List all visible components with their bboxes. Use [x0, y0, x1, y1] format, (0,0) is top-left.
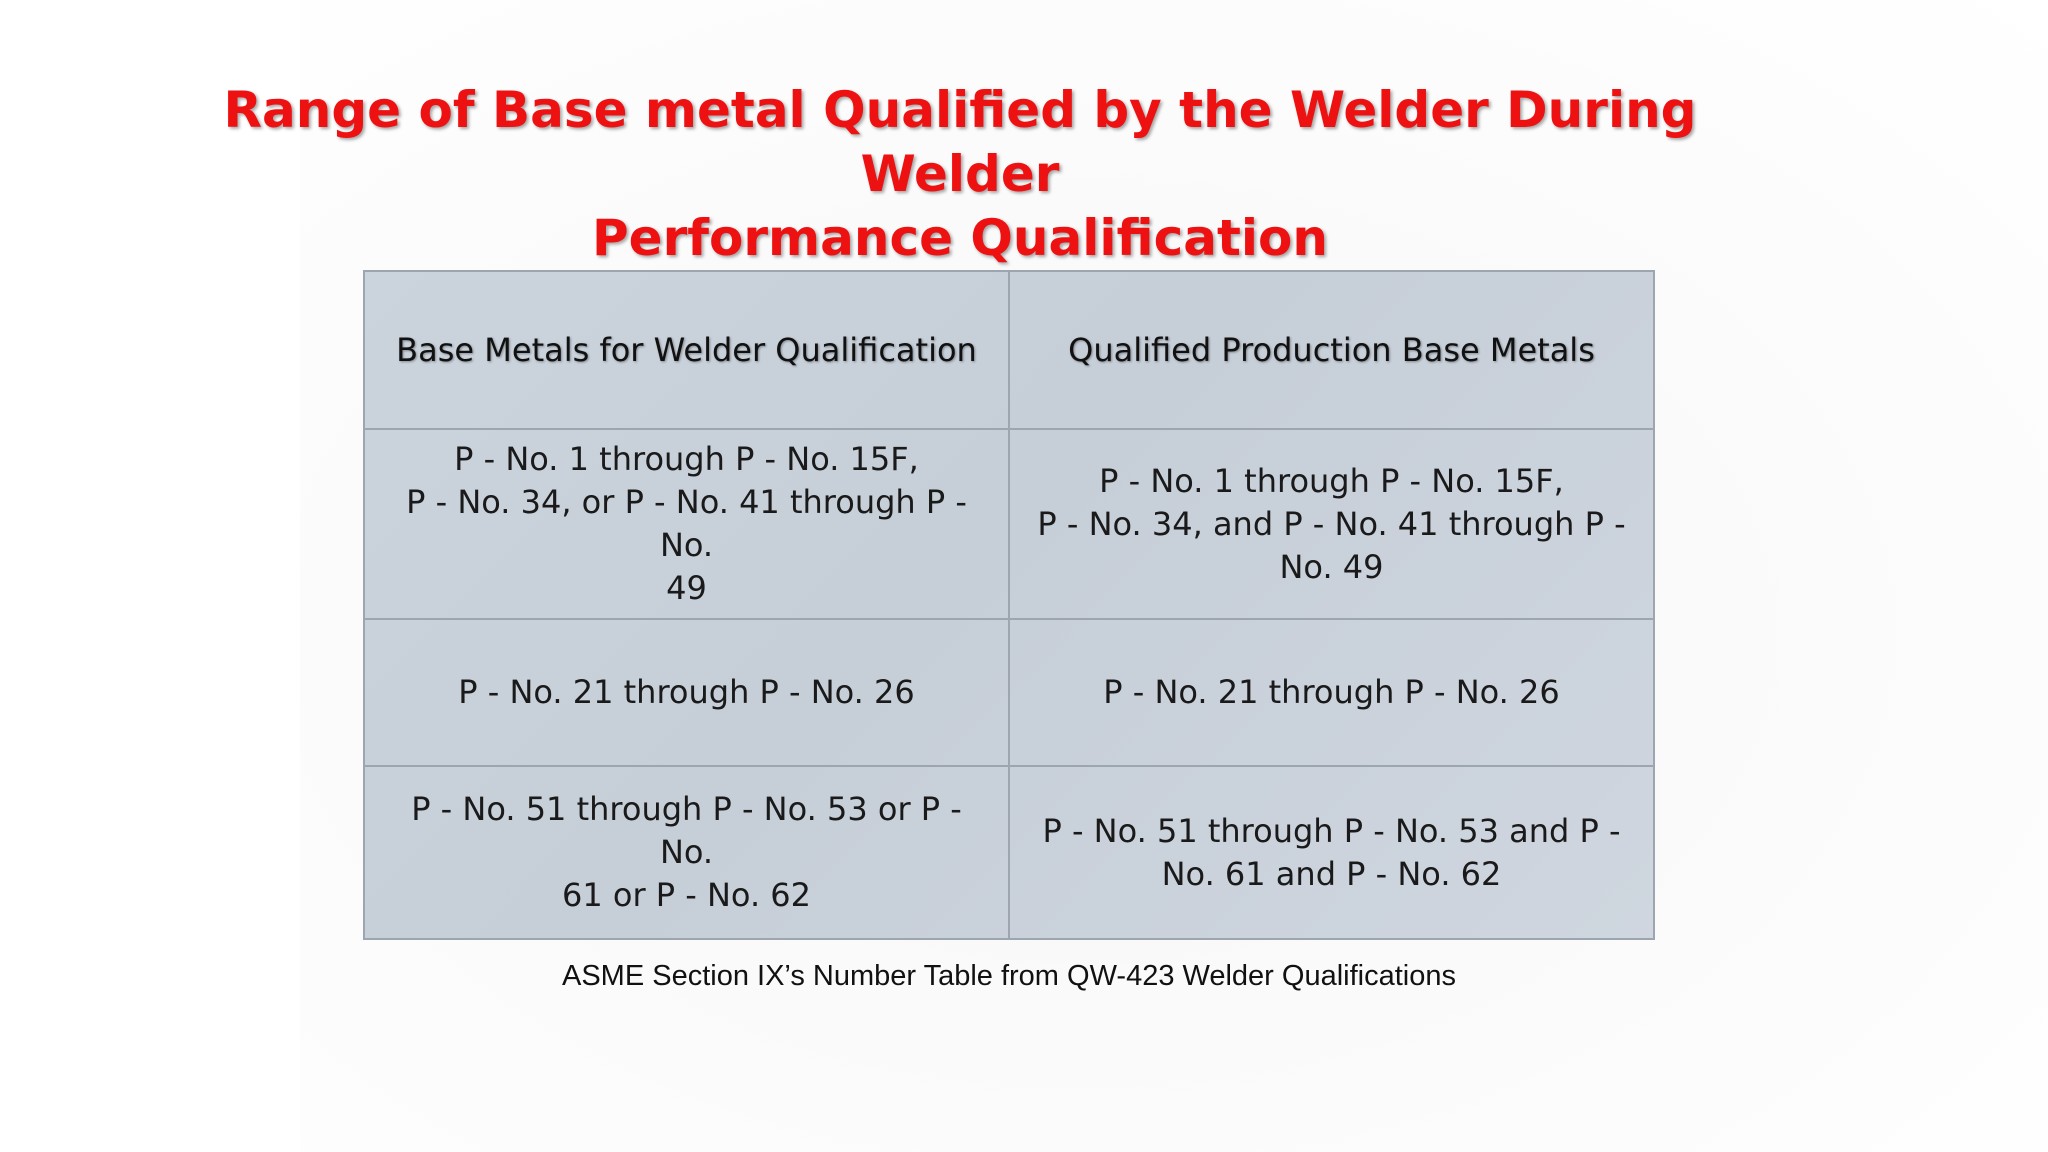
qualification-table: Base Metals for Welder Qualification Qua… — [363, 270, 1655, 940]
slide-title: Range of Base metal Qualified by the Wel… — [150, 78, 1770, 270]
table-row: P - No. 21 through P - No. 26 P - No. 21… — [365, 618, 1653, 767]
table-cell: P - No. 1 through P - No. 15F, P - No. 3… — [1008, 428, 1653, 620]
table-row: P - No. 51 through P - No. 53 or P - No.… — [365, 765, 1653, 938]
table-cell: P - No. 21 through P - No. 26 — [1008, 618, 1653, 767]
title-line-2: Performance Qualification — [592, 209, 1328, 267]
table-caption: ASME Section IX’s Number Table from QW-4… — [561, 960, 1456, 992]
table-cell: P - No. 51 through P - No. 53 and P - No… — [1008, 765, 1653, 938]
table-cell: P - No. 1 through P - No. 15F, P - No. 3… — [365, 428, 1010, 620]
column-header-qualified-production: Qualified Production Base Metals — [1008, 272, 1653, 430]
column-header-welder-qualification: Base Metals for Welder Qualification — [365, 272, 1010, 430]
table-row: P - No. 1 through P - No. 15F, P - No. 3… — [365, 428, 1653, 620]
table-header-row: Base Metals for Welder Qualification Qua… — [365, 272, 1653, 430]
table-cell: P - No. 51 through P - No. 53 or P - No.… — [365, 765, 1010, 938]
table-cell: P - No. 21 through P - No. 26 — [365, 618, 1010, 767]
title-line-1: Range of Base metal Qualified by the Wel… — [223, 81, 1697, 203]
